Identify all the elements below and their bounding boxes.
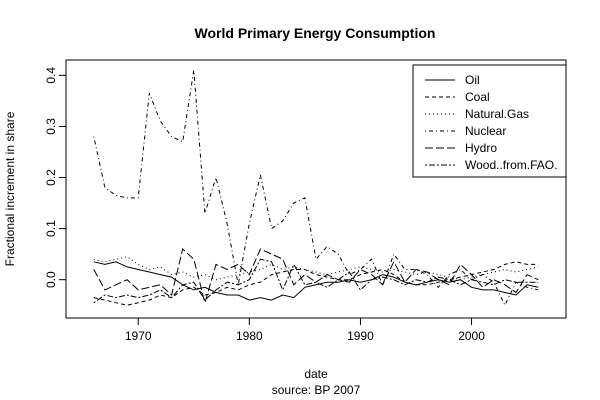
series-line xyxy=(93,70,539,307)
y-tick-label: 0.2 xyxy=(44,169,58,186)
y-tick-label: 0.4 xyxy=(44,67,58,84)
y-tick-label: 0.3 xyxy=(44,118,58,135)
legend-label: Nuclear xyxy=(465,124,506,138)
x-tick-label: 1970 xyxy=(125,329,152,343)
source-label: source: BP 2007 xyxy=(272,383,361,397)
series-line xyxy=(93,261,539,301)
legend-label: Coal xyxy=(465,90,490,104)
plot-lines xyxy=(93,70,539,307)
legend-box xyxy=(412,64,567,178)
series-line xyxy=(93,258,539,304)
y-tick-label: 0.0 xyxy=(44,271,58,288)
x-tick-label: 1990 xyxy=(347,329,374,343)
legend-label: Wood..from.FAO. xyxy=(465,158,557,172)
series-line xyxy=(93,256,539,281)
x-tick-label: 1980 xyxy=(236,329,263,343)
chart-title: World Primary Energy Consumption xyxy=(195,25,436,41)
legend-label: Oil xyxy=(465,73,480,87)
y-axis: 0.0 0.1 0.2 0.3 0.4 xyxy=(44,67,67,288)
y-axis-label: Fractional increment in share xyxy=(3,111,17,266)
legend-label: Hydro xyxy=(465,141,497,155)
x-axis: 1970 1980 1990 2000 xyxy=(125,317,485,343)
y-tick-label: 0.1 xyxy=(44,220,58,237)
legend-label: Natural.Gas xyxy=(465,107,529,121)
legend: Oil Coal Natural.Gas Nuclear Hydro Wood..from… xyxy=(412,64,567,178)
series-line xyxy=(93,261,539,306)
x-tick-label: 2000 xyxy=(458,329,485,343)
x-axis-label: date xyxy=(304,367,328,381)
